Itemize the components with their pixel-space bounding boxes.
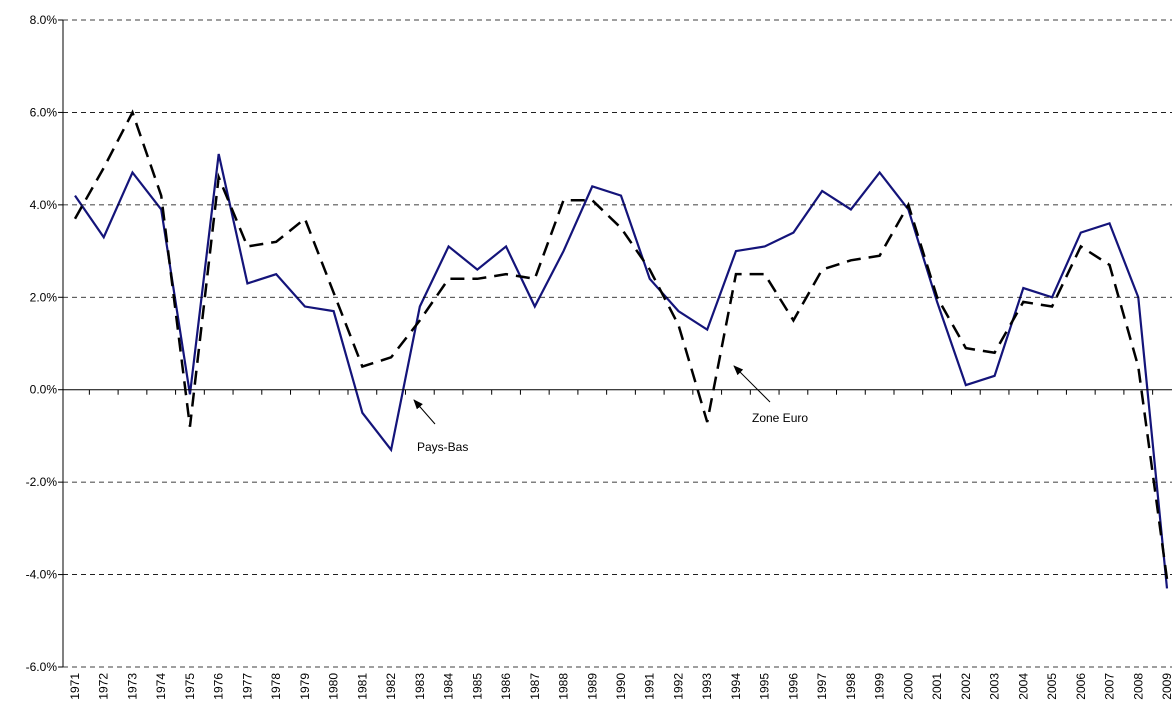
x-tick-label: 1987 (528, 673, 542, 700)
x-tick-label: 1991 (643, 673, 657, 700)
x-tick-label: 1974 (154, 673, 168, 700)
y-tick-label: 0.0% (30, 383, 58, 397)
x-tick-label: 2003 (988, 673, 1002, 700)
x-tick-label: 1982 (384, 673, 398, 700)
x-tick-label: 2000 (901, 673, 915, 700)
x-tick-label: 1985 (470, 673, 484, 700)
x-tick-label: 2005 (1045, 673, 1059, 700)
y-tick-label: 2.0% (30, 290, 58, 304)
series-line (74, 153, 1169, 589)
x-tick-label: 2004 (1016, 673, 1030, 700)
x-tick-label: 1997 (815, 673, 829, 700)
y-tick-label: -6.0% (26, 660, 58, 674)
x-tick-label: 1979 (298, 673, 312, 700)
x-tick-label: 1983 (413, 673, 427, 700)
x-tick-label: 1981 (355, 673, 369, 700)
x-tick-label: 1995 (758, 673, 772, 700)
y-tick-label: 6.0% (30, 105, 58, 119)
x-tick-label: 1993 (700, 673, 714, 700)
x-tick-label: 1978 (269, 673, 283, 700)
y-tick-label: -4.0% (26, 568, 58, 582)
x-tick-label: 2006 (1074, 673, 1088, 700)
x-tick-label: 2008 (1131, 673, 1145, 700)
annotation-arrow (733, 365, 771, 403)
annotation-arrow (413, 399, 436, 425)
x-tick-label: 2002 (959, 673, 973, 700)
x-tick-label: 1999 (873, 673, 887, 700)
x-tick-label: 1972 (97, 673, 111, 700)
annotation: Zone Euro (752, 411, 808, 425)
x-tick-label: 2007 (1103, 673, 1117, 700)
y-tick-label: 4.0% (30, 198, 58, 212)
x-tick-label: 1971 (68, 673, 82, 700)
x-tick-label: 1989 (585, 673, 599, 700)
annotation: Pays-Bas (417, 440, 468, 454)
x-tick-label: 1990 (614, 673, 628, 700)
x-tick-label: 2001 (930, 673, 944, 700)
x-tick-label: 1977 (240, 673, 254, 700)
x-tick-label: 1975 (183, 673, 197, 700)
series-line (73, 109, 1169, 580)
x-tick-label: 1998 (844, 673, 858, 700)
x-tick-label: 1994 (729, 673, 743, 700)
x-tick-label: 1996 (786, 673, 800, 700)
x-tick-label: 1980 (327, 673, 341, 700)
x-tick-label: 1976 (212, 673, 226, 700)
x-tick-label: 1988 (557, 673, 571, 700)
x-tick-label: 1984 (442, 673, 456, 700)
x-tick-label: 2009 (1160, 673, 1173, 700)
x-tick-label: 1986 (499, 673, 513, 700)
y-tick-label: 8.0% (30, 13, 58, 27)
x-tick-label: 1973 (125, 673, 139, 700)
y-tick-label: -2.0% (26, 475, 58, 489)
x-tick-label: 1992 (671, 673, 685, 700)
